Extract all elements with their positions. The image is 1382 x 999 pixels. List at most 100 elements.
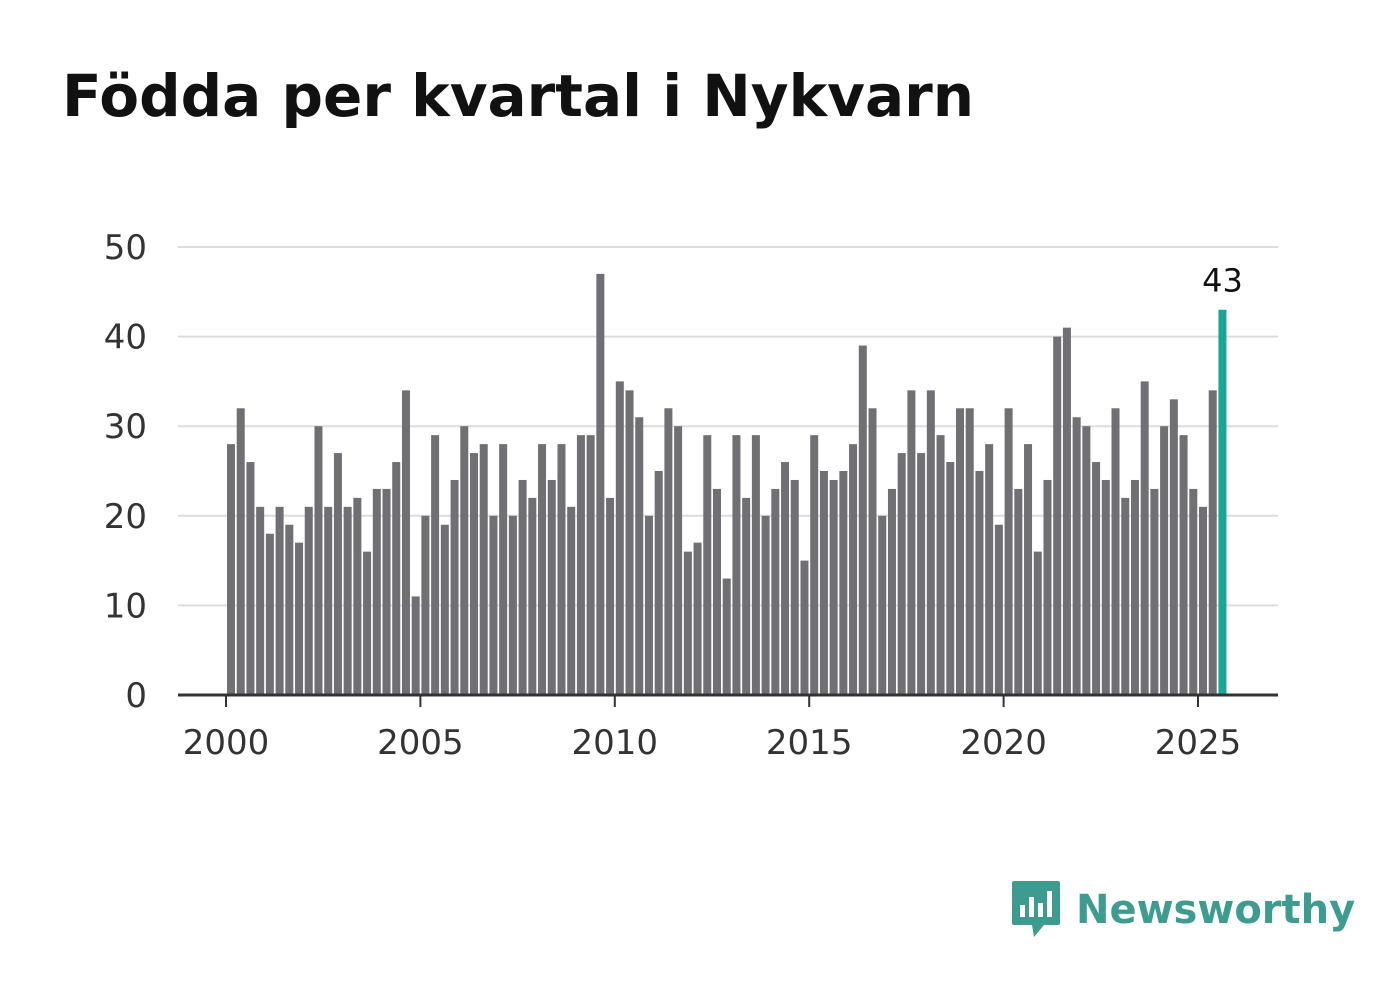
bar [1111, 408, 1120, 695]
bar [227, 444, 235, 695]
last-value-label: 43 [1202, 262, 1243, 300]
bar [625, 390, 634, 695]
bar [1062, 327, 1071, 695]
bar [615, 381, 624, 695]
bar [489, 515, 498, 695]
bar [275, 506, 284, 695]
bar [557, 444, 566, 695]
bar [421, 515, 430, 695]
newsworthy-logo-icon [1012, 881, 1060, 937]
bar [713, 488, 721, 695]
bar [644, 515, 653, 695]
bar [771, 488, 780, 695]
bar [440, 524, 449, 695]
bar [1199, 506, 1207, 695]
bar [858, 345, 867, 695]
bar [1004, 408, 1013, 695]
bar [382, 488, 391, 695]
x-tick-label: 2005 [377, 723, 464, 763]
bar [1043, 479, 1052, 695]
bar [295, 542, 304, 695]
bar [343, 506, 352, 695]
bar [781, 462, 790, 695]
x-tick-label: 2025 [1155, 723, 1242, 763]
bar [606, 497, 615, 695]
bar [1024, 444, 1033, 695]
y-tick-label: 0 [125, 676, 147, 716]
bar [596, 273, 605, 695]
x-tick-label: 2020 [960, 723, 1047, 763]
bar [868, 408, 877, 695]
bar [392, 462, 401, 695]
bar [635, 417, 644, 695]
bar [1072, 417, 1081, 695]
bar [1169, 399, 1178, 695]
x-axis-ticks: 2000 2005 2010 2015 2020 2025 [183, 695, 1242, 763]
bar [256, 506, 265, 695]
y-tick-label: 50 [104, 228, 147, 268]
x-tick-label: 2015 [766, 723, 853, 763]
bar [508, 515, 517, 695]
bar [839, 471, 848, 695]
bar [1121, 497, 1130, 695]
bar [965, 408, 974, 695]
bar [819, 471, 828, 695]
bar [751, 435, 760, 695]
bar [1160, 426, 1169, 695]
bar [654, 471, 663, 695]
bar [1033, 551, 1042, 695]
bar [499, 444, 508, 695]
bar [1130, 479, 1139, 695]
bar [975, 471, 984, 695]
bar [372, 488, 381, 695]
bar [790, 479, 799, 695]
bar [479, 444, 488, 695]
bar [742, 497, 751, 695]
bar [985, 444, 994, 695]
bar [304, 506, 313, 695]
bar [586, 435, 595, 695]
bar [810, 435, 819, 695]
bar [829, 479, 838, 695]
bar [333, 453, 342, 695]
brand-logo: Newsworthy [1010, 878, 1355, 942]
chart-title: Födda per kvartal i Nykvarn [62, 62, 975, 130]
bar [907, 390, 916, 695]
bar [1208, 390, 1217, 695]
bar [314, 426, 323, 695]
bar [538, 444, 547, 695]
bar [693, 542, 702, 695]
bar [285, 524, 294, 695]
bar [460, 426, 469, 695]
bar [761, 515, 770, 695]
bar [518, 479, 527, 695]
brand-name: Newsworthy [1076, 887, 1356, 933]
bar [878, 515, 887, 695]
bar [265, 533, 274, 695]
bar [956, 408, 964, 695]
bar [926, 390, 935, 695]
bar [324, 506, 333, 695]
bar [1150, 488, 1159, 695]
bar [567, 506, 576, 695]
bar [897, 453, 906, 695]
bar [683, 551, 692, 695]
bar [887, 488, 896, 695]
bar [547, 479, 556, 695]
bar [1140, 381, 1149, 695]
bar [664, 408, 673, 695]
y-axis-ticks: 0 10 20 30 40 50 [104, 228, 147, 716]
bar [1101, 479, 1110, 695]
bar [363, 551, 372, 695]
bar [1189, 488, 1198, 695]
bar [576, 435, 585, 695]
bar [1092, 462, 1101, 695]
bar [236, 408, 245, 695]
bar [936, 435, 945, 695]
bar [431, 435, 440, 695]
bar [1082, 426, 1091, 695]
bar [703, 435, 712, 695]
bars [227, 273, 1227, 695]
bar [1053, 336, 1062, 695]
bar [353, 497, 362, 695]
